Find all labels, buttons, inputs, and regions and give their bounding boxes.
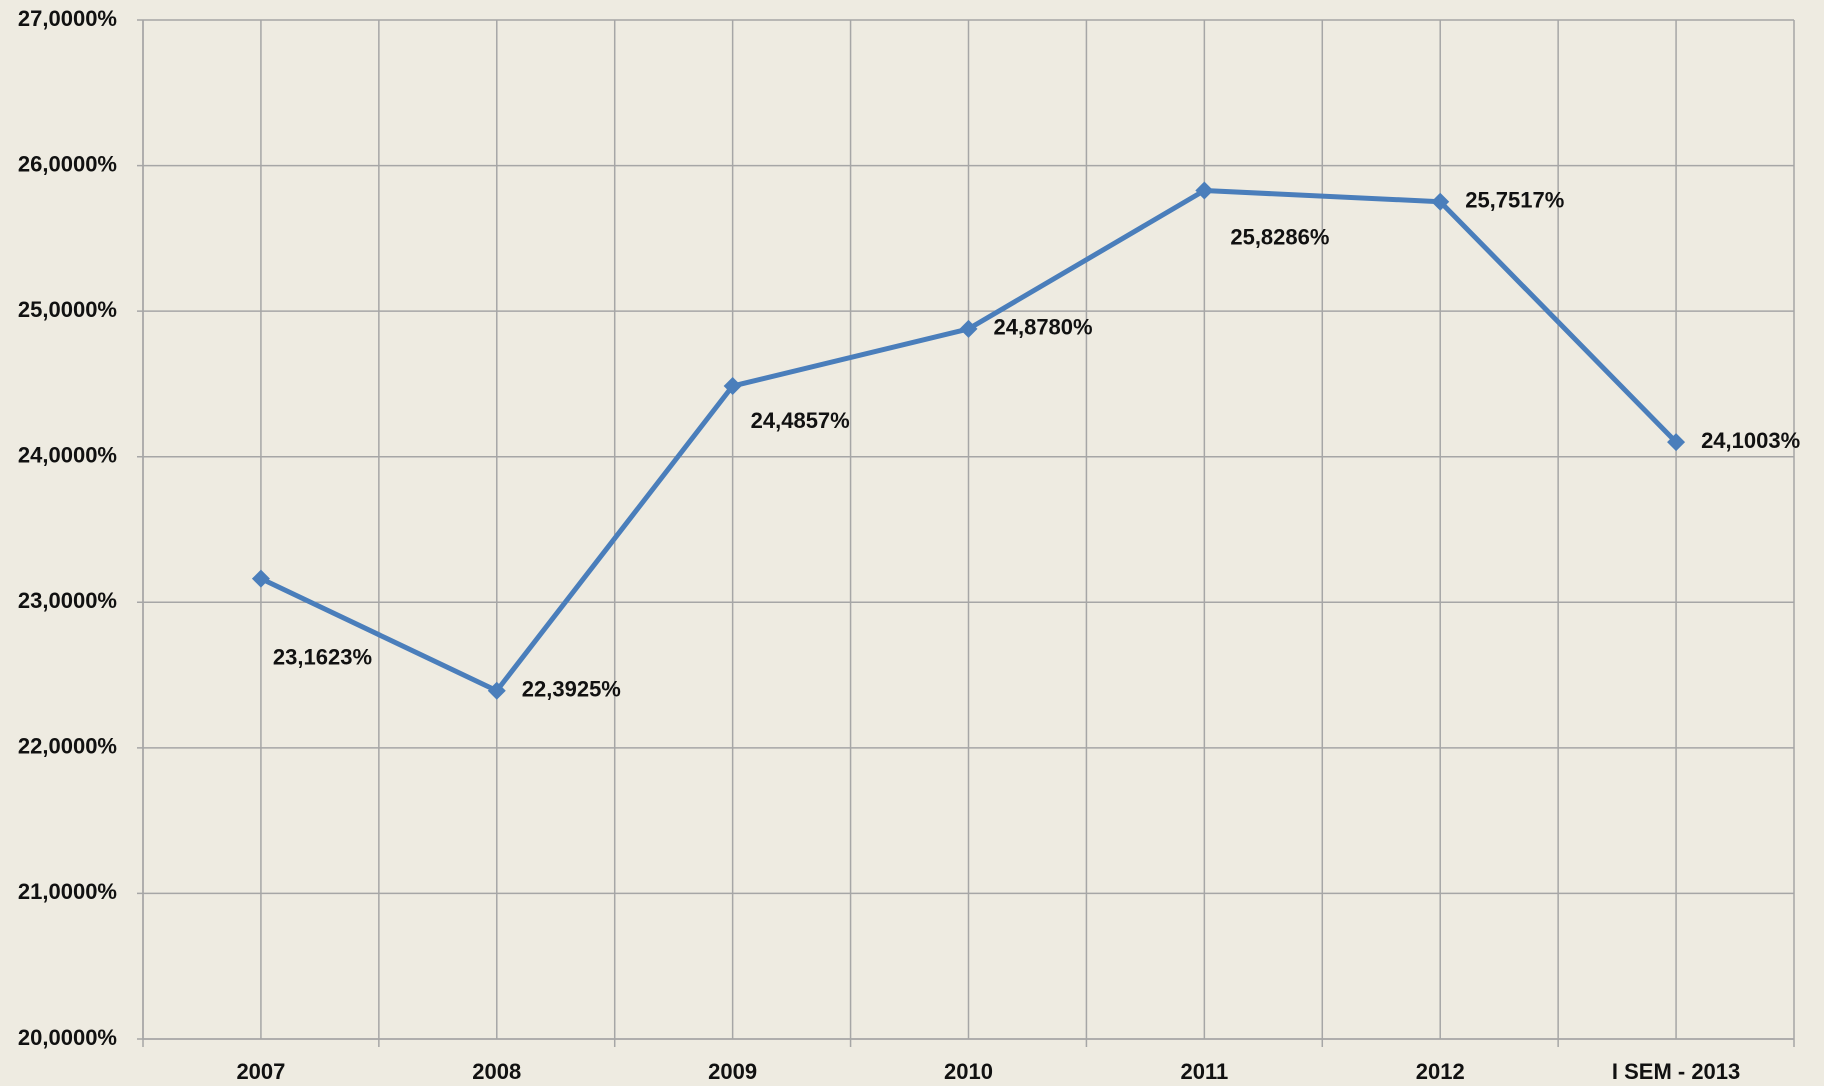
x-tick-label: 2010 — [944, 1059, 993, 1084]
marker — [487, 681, 506, 700]
y-tick-label: 21,0000% — [18, 879, 117, 904]
data-label: 22,3925% — [522, 677, 621, 702]
y-tick-label: 20,0000% — [18, 1025, 117, 1050]
data-label: 23,1623% — [273, 644, 372, 669]
y-tick-label: 25,0000% — [18, 297, 117, 322]
x-tick-label: 2009 — [708, 1059, 757, 1084]
y-tick-label: 23,0000% — [18, 588, 117, 613]
x-tick-label: 2008 — [472, 1059, 521, 1084]
data-label: 25,8286% — [1230, 224, 1329, 249]
x-tick-label: 2011 — [1180, 1059, 1228, 1084]
x-tick-label: I SEM - 2013 — [1612, 1059, 1740, 1084]
marker — [1667, 433, 1686, 452]
marker — [959, 319, 978, 338]
data-label: 24,1003% — [1701, 428, 1800, 453]
data-label: 24,8780% — [994, 315, 1093, 340]
y-tick-label: 22,0000% — [18, 734, 117, 759]
marker — [723, 377, 742, 396]
x-tick-label: 2007 — [236, 1059, 285, 1084]
x-tick-label: 2012 — [1416, 1059, 1465, 1084]
marker — [1195, 181, 1214, 200]
y-tick-label: 26,0000% — [18, 151, 117, 176]
marker — [251, 569, 270, 588]
data-label: 24,4857% — [751, 408, 850, 433]
marker — [1431, 192, 1450, 211]
data-label: 25,7517% — [1465, 188, 1564, 213]
y-tick-label: 24,0000% — [18, 443, 117, 468]
y-tick-label: 27,0000% — [18, 6, 117, 31]
